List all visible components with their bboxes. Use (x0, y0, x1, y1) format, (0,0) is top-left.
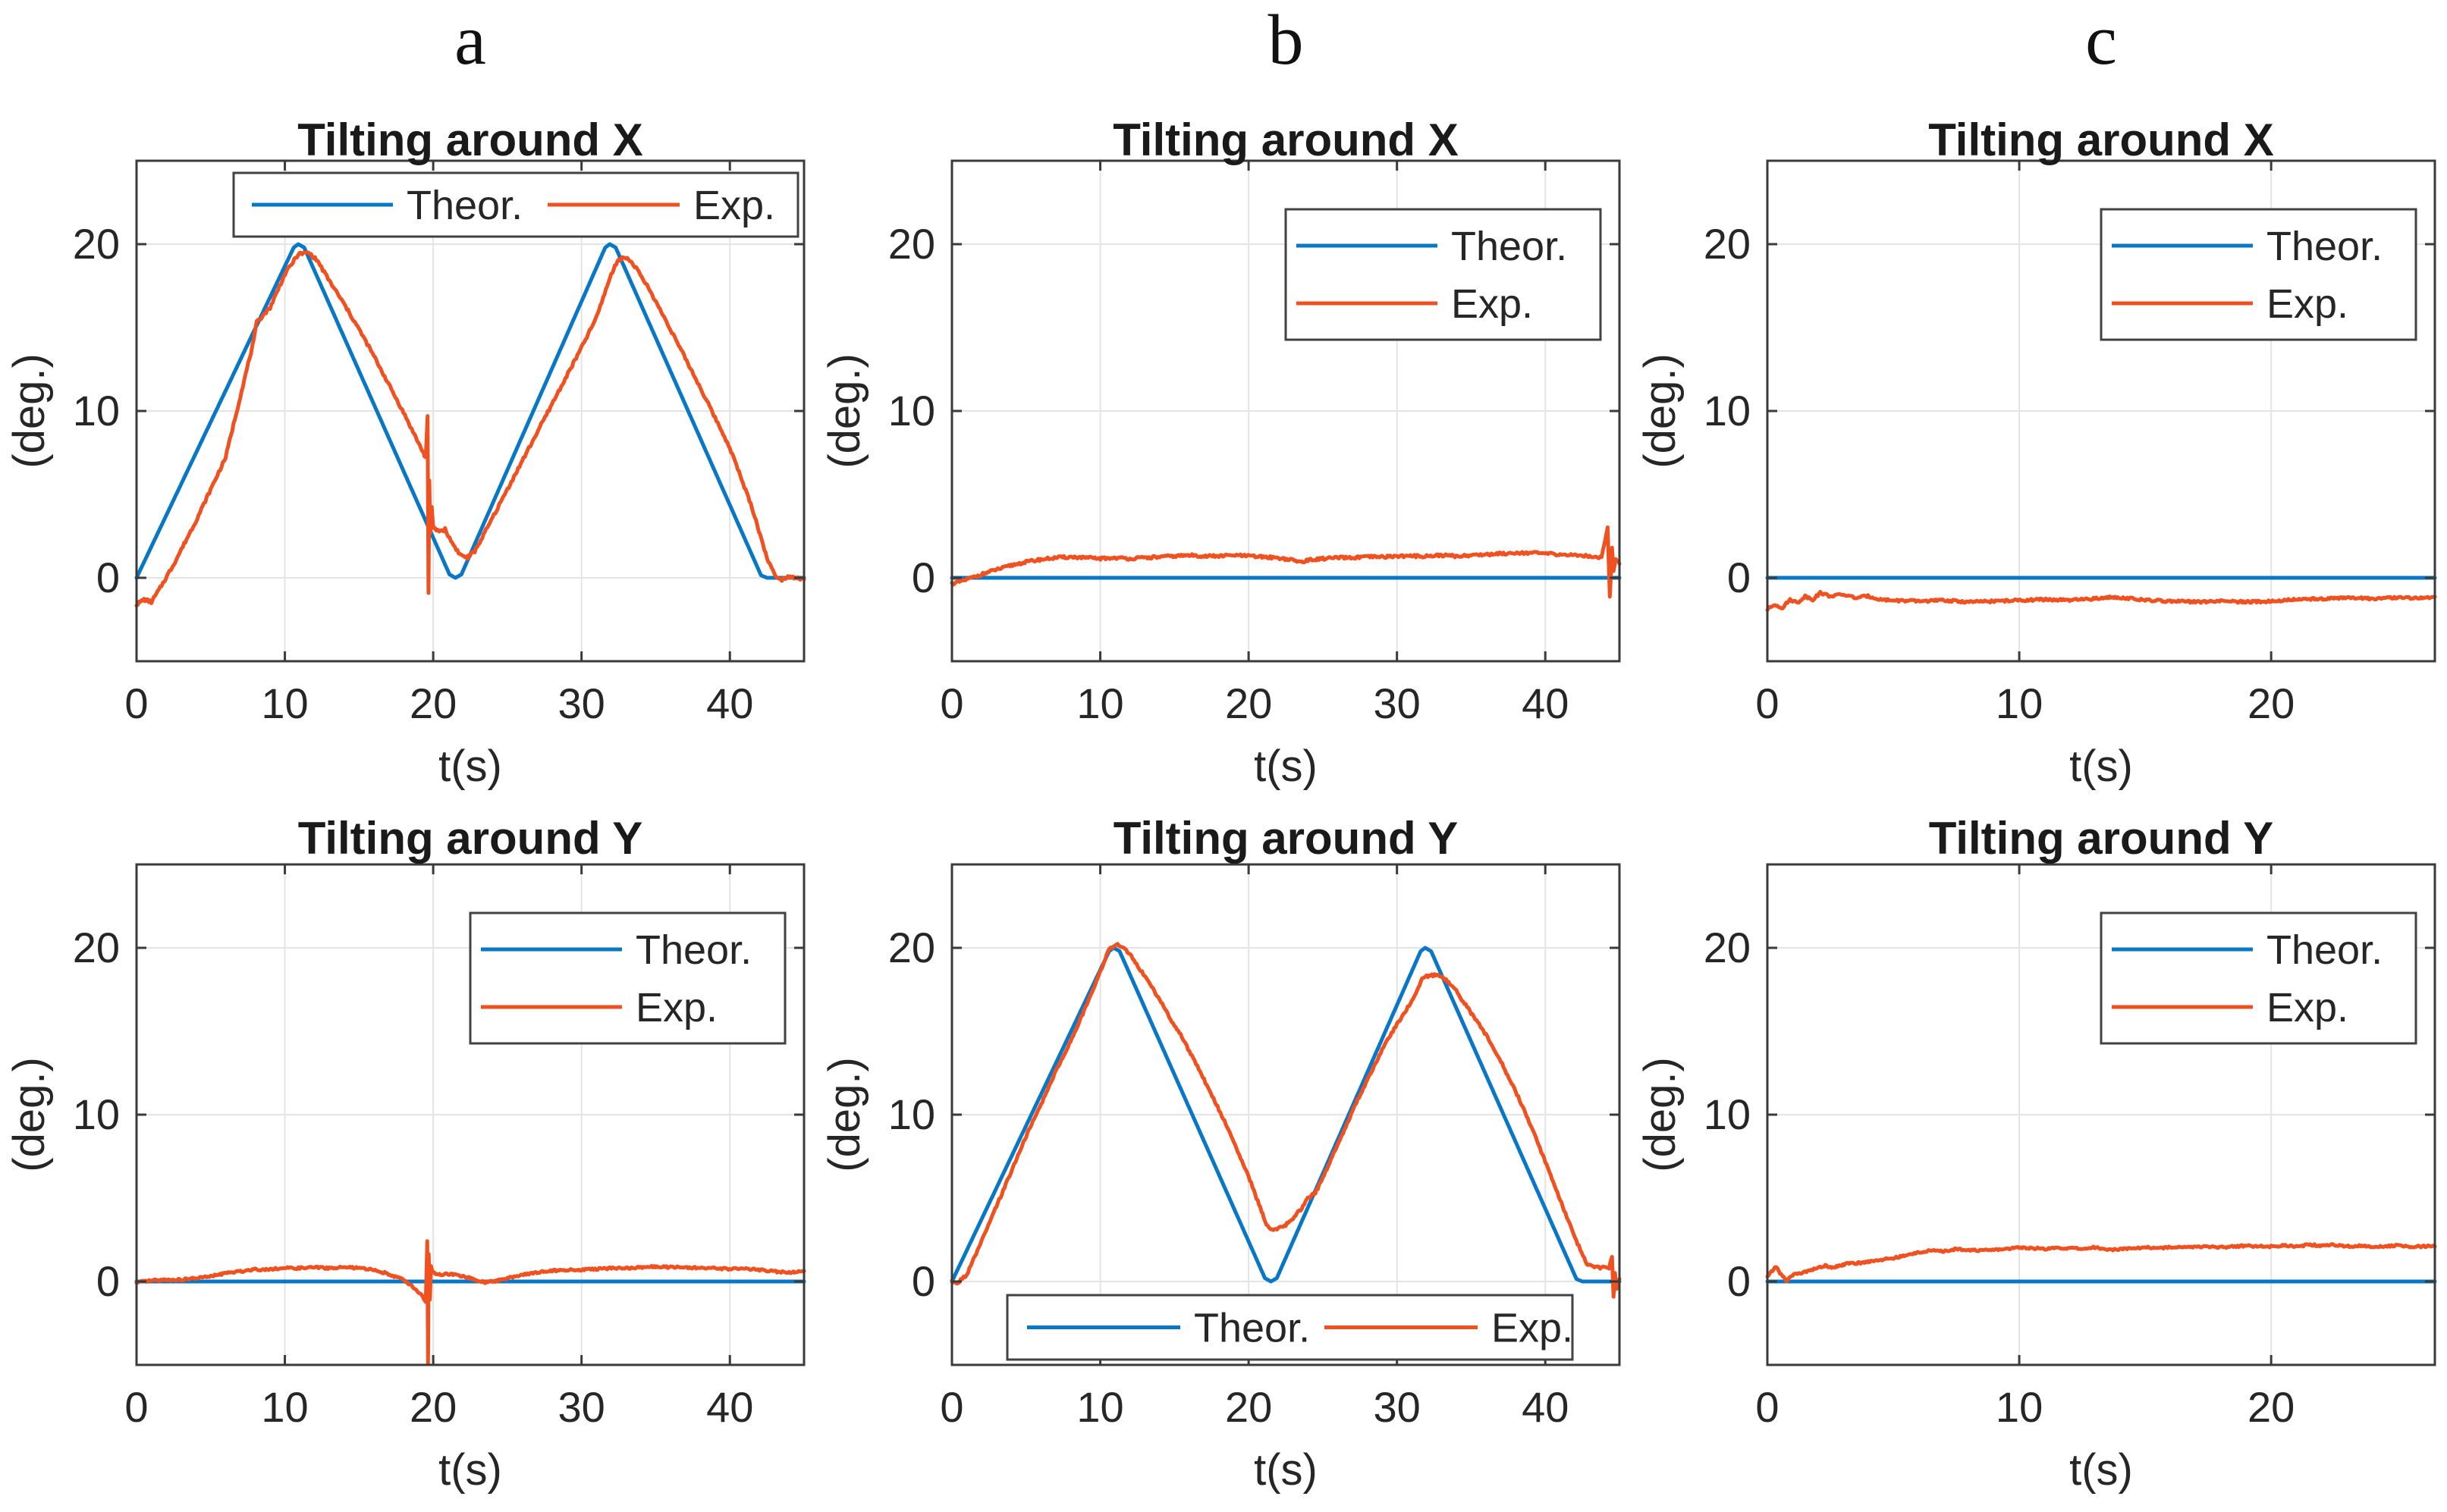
theor-legend-label: Theor. (2266, 224, 2383, 269)
subplot-title: Tilting around X (297, 114, 643, 165)
legend-box (469, 911, 787, 1045)
x-tick-label: 0 (940, 679, 963, 727)
subplot-title: Tilting around Y (1929, 813, 2273, 864)
subplot-title: Tilting around X (1113, 114, 1459, 165)
x-tick-label: 0 (124, 1383, 148, 1431)
column-label-a: a (454, 1, 486, 80)
theor-legend-label: Theor. (1451, 224, 1567, 269)
x-tick-label: 40 (1522, 1383, 1569, 1431)
theor-legend-label: Theor. (407, 183, 523, 228)
x-tick-label: 20 (410, 1383, 457, 1431)
subplot-c-tilt-x: 0 10 20 0 10 20 Tilting around X t(s) (deg.) Theo… (1635, 114, 2437, 791)
y-tick-label: 0 (1727, 1257, 1751, 1305)
exp-line (134, 250, 806, 608)
x-axis-label: t(s) (438, 742, 502, 791)
subplot-title: Tilting around Y (1114, 813, 1458, 864)
exp-line (1765, 589, 2437, 612)
y-axis-label: (deg.) (5, 353, 54, 469)
subplot-title: Tilting around X (1928, 114, 2274, 165)
column-label-b: b (1267, 1, 1304, 80)
x-tick-label: 20 (2248, 1383, 2295, 1431)
y-tick-label: 20 (888, 220, 935, 268)
subplot-b-tilt-y: 0 10 20 30 40 0 10 20 Tilting around Y t(s) (deg.)… (820, 813, 1622, 1495)
theor-legend-label: Theor. (2266, 927, 2383, 973)
subplot-title: Tilting around Y (298, 813, 642, 864)
column-label-c: c (2085, 1, 2117, 80)
x-tick-label: 30 (558, 1383, 605, 1431)
x-tick-label: 30 (1374, 1383, 1421, 1431)
x-axis-label: t(s) (2069, 1445, 2133, 1495)
y-tick-label: 20 (1704, 924, 1751, 971)
exp-legend-label: Exp. (1451, 281, 1533, 327)
x-tick-label: 10 (1996, 1383, 2043, 1431)
theor-legend-label: Theor. (636, 927, 752, 973)
subplot-a-tilt-x: 0 10 20 30 40 0 10 20 Tilting around X t(s) (deg.)… (5, 114, 806, 791)
exp-line (950, 525, 1622, 599)
y-tick-label: 0 (1727, 554, 1751, 601)
y-tick-label: 20 (1704, 220, 1751, 268)
x-tick-label: 20 (1225, 1383, 1272, 1431)
x-tick-label: 0 (1755, 1383, 1779, 1431)
y-tick-label: 10 (888, 1090, 935, 1138)
exp-legend-label: Exp. (693, 183, 775, 228)
x-tick-label: 10 (261, 1383, 308, 1431)
x-axis-label: t(s) (2069, 742, 2133, 791)
y-tick-label: 0 (912, 1257, 935, 1305)
x-tick-label: 10 (261, 679, 308, 727)
subplot-c-tilt-y: 0 10 20 0 10 20 Tilting around Y t(s) (deg.) Theo… (1635, 813, 2437, 1495)
exp-legend-label: Exp. (2266, 281, 2348, 327)
y-tick-label: 10 (1704, 1090, 1751, 1138)
legend-box (1284, 208, 1602, 341)
x-tick-label: 30 (1374, 679, 1421, 727)
y-tick-label: 10 (73, 387, 120, 434)
x-axis-label: t(s) (1254, 1445, 1318, 1495)
x-tick-label: 40 (706, 1383, 753, 1431)
subplot-a-tilt-y: 0 10 20 30 40 0 10 20 Tilting around Y t(s) (deg.)… (5, 813, 806, 1495)
x-tick-label: 20 (410, 679, 457, 727)
legend-box (2100, 208, 2417, 341)
x-tick-label: 10 (1996, 679, 2043, 727)
y-axis-label: (deg.) (820, 353, 869, 469)
x-tick-label: 40 (1522, 679, 1569, 727)
exp-legend-label: Exp. (1491, 1306, 1573, 1351)
y-tick-label: 0 (96, 554, 120, 601)
y-axis-label: (deg.) (820, 1057, 869, 1172)
y-axis-label: (deg.) (1635, 1057, 1685, 1172)
exp-legend-label: Exp. (2266, 985, 2348, 1030)
y-tick-label: 0 (912, 554, 935, 601)
x-tick-label: 10 (1076, 679, 1123, 727)
y-tick-label: 10 (888, 387, 935, 434)
y-axis-label: (deg.) (5, 1057, 54, 1172)
x-tick-label: 0 (1755, 679, 1779, 727)
x-tick-label: 30 (558, 679, 605, 727)
exp-legend-label: Exp. (636, 985, 718, 1030)
subplot-b-tilt-x: 0 10 20 30 40 0 10 20 Tilting around X t(s) (deg.)… (820, 114, 1622, 791)
y-tick-label: 10 (1704, 387, 1751, 434)
x-tick-label: 0 (124, 679, 148, 727)
x-tick-label: 20 (2248, 679, 2295, 727)
x-tick-label: 20 (1225, 679, 1272, 727)
exp-line (950, 942, 1622, 1299)
y-tick-label: 10 (73, 1090, 120, 1138)
y-tick-label: 0 (96, 1257, 120, 1305)
y-tick-label: 20 (73, 924, 120, 971)
x-axis-label: t(s) (1254, 742, 1318, 791)
y-axis-label: (deg.) (1635, 353, 1685, 469)
x-tick-label: 40 (706, 679, 753, 727)
exp-line (134, 1239, 806, 1366)
exp-line (1765, 1242, 2437, 1284)
x-axis-label: t(s) (438, 1445, 502, 1495)
x-tick-label: 10 (1076, 1383, 1123, 1431)
y-tick-label: 20 (73, 220, 120, 268)
legend-box (2100, 911, 2417, 1045)
theor-legend-label: Theor. (1194, 1306, 1310, 1351)
x-tick-label: 0 (940, 1383, 963, 1431)
y-tick-label: 20 (888, 924, 935, 971)
theor-line (950, 946, 1622, 1284)
